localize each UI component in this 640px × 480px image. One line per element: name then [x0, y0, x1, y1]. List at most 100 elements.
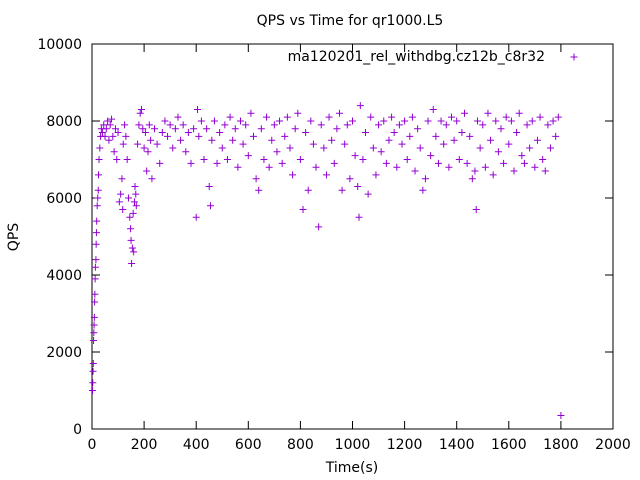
- data-point: [505, 140, 513, 148]
- data-point: [110, 148, 118, 156]
- data-point: [484, 109, 492, 117]
- data-point: [479, 121, 487, 129]
- data-point: [442, 121, 450, 129]
- legend-label: ma120201_rel_withdbg.cz12b_c8r32: [288, 49, 545, 65]
- data-point: [158, 129, 166, 137]
- y-tick-label: 8000: [46, 114, 82, 130]
- data-point: [317, 121, 325, 129]
- data-point: [109, 132, 117, 140]
- data-point: [432, 132, 440, 140]
- data-point: [523, 121, 531, 129]
- data-point: [135, 121, 143, 129]
- data-point: [330, 159, 338, 167]
- y-tick-label: 6000: [46, 191, 82, 207]
- data-point: [147, 136, 155, 144]
- data-point: [92, 240, 100, 248]
- data-point: [194, 105, 202, 113]
- data-point: [437, 117, 445, 125]
- data-point: [140, 144, 148, 152]
- data-point: [359, 156, 367, 163]
- data-point: [90, 321, 98, 329]
- data-point: [278, 159, 286, 167]
- data-point: [398, 140, 406, 148]
- data-point: [91, 298, 99, 306]
- data-point: [119, 206, 127, 214]
- data-point: [134, 140, 142, 148]
- x-tick-labels: 0 200 400 600 800 1000 1200 1400 1600 1800 2000: [88, 437, 631, 453]
- data-point: [113, 156, 121, 163]
- data-point: [385, 136, 393, 144]
- data-point: [101, 132, 109, 140]
- data-point: [546, 144, 554, 152]
- data-point: [90, 313, 98, 321]
- data-point: [377, 148, 385, 156]
- data-point: [395, 121, 403, 129]
- x-tick-label: 1800: [543, 437, 579, 453]
- data-point: [544, 121, 552, 129]
- data-point: [299, 206, 307, 214]
- data-point: [320, 144, 328, 152]
- data-point: [93, 217, 101, 225]
- data-point: [276, 117, 284, 125]
- data-point: [121, 121, 129, 129]
- data-point: [190, 125, 198, 133]
- data-point: [520, 159, 528, 167]
- data-point: [236, 117, 244, 125]
- data-point: [126, 213, 134, 221]
- data-point: [450, 136, 458, 144]
- data-point: [338, 186, 346, 194]
- data-point: [539, 156, 547, 163]
- y-tick-labels: 0 2000 4000 6000 8000 10000: [37, 37, 82, 438]
- data-point: [468, 175, 476, 183]
- data-point: [122, 132, 130, 140]
- data-point: [108, 115, 116, 123]
- data-point: [234, 163, 242, 171]
- data-point: [429, 105, 437, 113]
- data-point: [424, 117, 432, 125]
- data-point: [403, 156, 411, 163]
- data-point: [434, 159, 442, 167]
- data-point: [128, 259, 136, 267]
- data-point: [554, 113, 562, 121]
- data-point: [364, 190, 372, 198]
- data-point: [151, 125, 159, 133]
- data-point: [362, 129, 370, 137]
- data-point: [223, 156, 231, 163]
- x-tick-label: 1600: [491, 437, 527, 453]
- data-point: [91, 290, 99, 298]
- tick-marks: [91, 43, 614, 430]
- x-tick-label: 2000: [595, 437, 631, 453]
- data-point: [132, 190, 140, 198]
- data-point: [92, 229, 100, 237]
- data-point: [466, 132, 474, 140]
- data-point: [89, 360, 97, 368]
- data-point: [94, 194, 102, 202]
- data-point: [518, 152, 526, 160]
- data-point: [153, 140, 161, 148]
- data-point: [136, 109, 144, 117]
- data-point: [90, 336, 98, 344]
- data-point: [515, 109, 523, 117]
- data-point: [281, 132, 289, 140]
- data-point: [132, 202, 140, 210]
- data-point: [481, 163, 489, 171]
- data-point: [375, 121, 383, 129]
- data-point: [500, 159, 508, 167]
- data-point: [123, 156, 131, 163]
- data-point: [497, 125, 505, 133]
- data-point: [273, 148, 281, 156]
- data-point: [388, 113, 396, 121]
- data-point: [557, 412, 565, 420]
- data-point: [252, 175, 260, 183]
- legend-marker-symbol: [570, 53, 578, 61]
- data-point: [171, 125, 179, 133]
- data-point: [127, 236, 135, 244]
- data-point: [95, 156, 103, 163]
- data-point: [494, 148, 502, 156]
- data-point: [166, 121, 174, 129]
- data-point: [208, 136, 216, 144]
- data-point: [414, 125, 422, 133]
- data-point: [106, 121, 114, 129]
- data-point: [328, 136, 336, 144]
